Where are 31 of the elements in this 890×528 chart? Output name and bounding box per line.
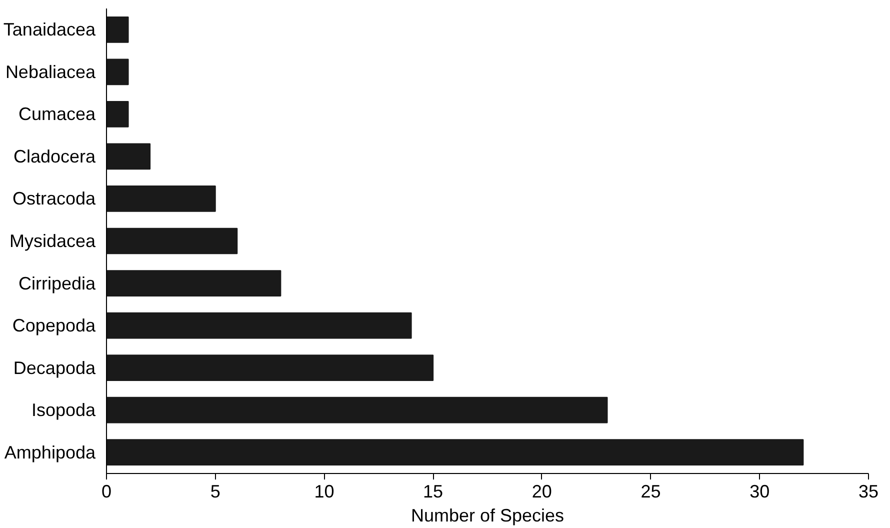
bar: [106, 186, 216, 212]
x-tick-label: 15: [423, 482, 444, 502]
x-tick-label: 25: [640, 482, 661, 502]
y-tick-label: Mysidacea: [9, 231, 96, 251]
y-tick-label: Decapoda: [13, 358, 96, 378]
y-tick-label: Ostracoda: [12, 188, 96, 209]
y-tick-label: Tanaidacea: [3, 20, 96, 40]
y-tick-label: Cumacea: [18, 104, 96, 124]
x-tick-label: 30: [750, 482, 770, 502]
bar: [106, 354, 434, 381]
y-tick-label: Cirripedia: [18, 273, 96, 294]
bar: [106, 312, 412, 339]
x-tick-label: 5: [210, 482, 220, 502]
y-tick-label: Cladocera: [13, 146, 96, 166]
x-tick-label: 35: [858, 482, 879, 502]
x-tick-label: 10: [314, 482, 334, 502]
x-axis-title: Number of Species: [410, 506, 564, 526]
y-tick-label: Nebaliacea: [5, 62, 96, 82]
bar: [106, 101, 129, 128]
y-tick-label: Isopoda: [31, 400, 96, 420]
bar: [106, 396, 608, 424]
bar: [106, 16, 129, 43]
bar: [106, 143, 151, 170]
x-tick-label: 0: [101, 482, 112, 502]
y-tick-label: Amphipoda: [4, 442, 96, 462]
x-tick-label: 20: [532, 482, 552, 502]
bar: [106, 439, 804, 466]
bar: [106, 228, 238, 254]
bar: [106, 270, 282, 296]
bar: [106, 58, 129, 86]
y-tick-label: Copepoda: [12, 316, 96, 336]
